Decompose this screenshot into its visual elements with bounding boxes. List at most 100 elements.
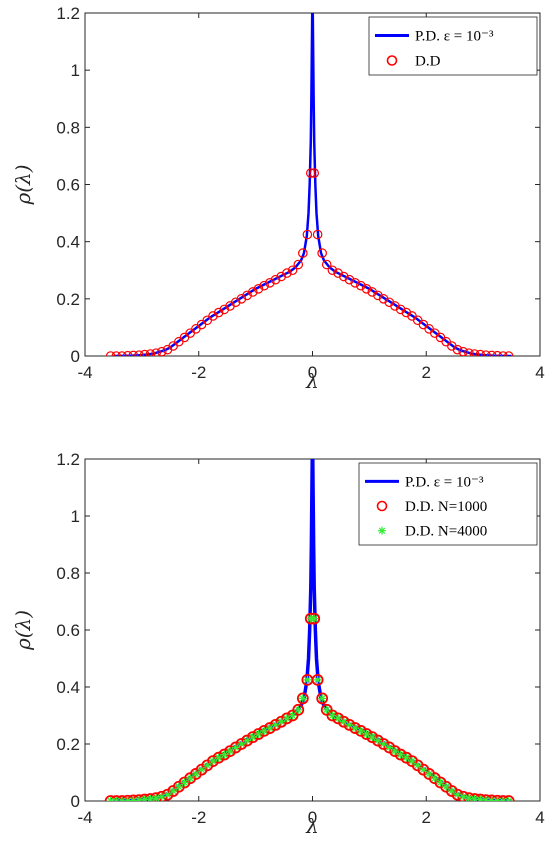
data-point	[328, 711, 337, 720]
data-point	[481, 350, 491, 356]
y-tick-label: 1.2	[56, 4, 80, 23]
data-point	[377, 738, 390, 750]
data-point	[334, 714, 343, 723]
data-point	[311, 673, 324, 686]
x-tick-label: 4	[535, 808, 544, 827]
data-point	[337, 715, 350, 728]
data-point	[349, 722, 362, 734]
data-point	[151, 348, 161, 356]
x-tick-label: 0	[308, 808, 317, 827]
y-tick-label: 0.4	[56, 233, 80, 252]
data-point	[396, 750, 405, 759]
legend-label: D.D. N=1000	[405, 499, 487, 515]
legend-label: D.D. N=4000	[405, 524, 487, 540]
x-tick-label: -4	[77, 808, 92, 827]
data-point	[453, 790, 462, 799]
data-point	[464, 348, 474, 356]
data-point	[104, 795, 117, 801]
data-point	[191, 769, 200, 778]
y-tick-label: 0.6	[56, 176, 80, 195]
data-point	[271, 720, 280, 729]
data-point	[344, 274, 355, 285]
x-tick-label: -4	[77, 363, 92, 382]
data-point	[425, 769, 434, 778]
data-point	[112, 797, 121, 801]
data-point	[372, 734, 384, 747]
legend-swatch	[376, 500, 388, 512]
chart-1: -4 -2 0 2 4 0 0.2 0.4 0.6 0.8 1 1.2 λ ρ(λ) P.D. ε = 10…	[11, 4, 545, 393]
data-point	[430, 774, 439, 783]
data-point	[231, 743, 240, 752]
data-point	[469, 349, 480, 356]
data-point	[503, 351, 514, 356]
data-point	[253, 284, 264, 294]
legend-swatch	[386, 55, 398, 66]
data-point	[322, 705, 331, 714]
data-point	[248, 733, 257, 742]
data-point	[475, 349, 486, 356]
data-point	[243, 736, 252, 745]
data-point	[186, 774, 195, 783]
data-point	[116, 795, 128, 801]
y-tick-label: 0	[71, 347, 80, 366]
data-point	[208, 757, 217, 766]
data-point	[122, 350, 133, 356]
data-point	[298, 694, 307, 703]
legend-box	[358, 462, 538, 546]
legend-box	[368, 16, 538, 76]
data-point	[312, 229, 323, 240]
x-tick-label: 2	[422, 808, 431, 827]
data-point	[390, 747, 399, 756]
y-tick-label: 1	[71, 61, 80, 80]
data-point	[296, 692, 309, 705]
legend-label: P.D. ε = 10⁻³	[415, 29, 494, 45]
data-point	[117, 797, 126, 801]
data-point	[156, 346, 167, 356]
data-point	[128, 350, 139, 356]
data-point	[265, 724, 274, 733]
data-point	[218, 748, 231, 761]
y-tick-label: 1.2	[56, 450, 80, 469]
data-point	[362, 730, 371, 739]
series-3	[106, 614, 513, 801]
data-point	[379, 740, 388, 748]
x-axis-label: λ	[305, 369, 319, 393]
data-point	[252, 728, 265, 740]
data-point	[394, 748, 407, 761]
data-point	[282, 268, 292, 278]
data-point	[332, 712, 344, 725]
data-point	[400, 751, 413, 764]
data-point	[111, 351, 122, 356]
data-point	[235, 738, 248, 750]
data-point	[395, 304, 406, 315]
data-point	[373, 736, 382, 745]
data-point	[318, 694, 327, 703]
chart-2: -4 -2 0 2 4 0 0.2 0.4 0.6 0.8 1 1.2 λ ρ(λ) P.D. ε = 10…	[11, 450, 545, 838]
data-point	[436, 778, 445, 787]
data-point	[292, 703, 305, 716]
series-line	[113, 13, 512, 356]
data-point	[293, 259, 304, 270]
data-point	[498, 351, 508, 356]
data-point	[339, 717, 348, 726]
y-axis-label: ρ(λ)	[11, 164, 35, 205]
data-point	[442, 782, 451, 791]
y-tick-label: 0	[71, 792, 80, 811]
data-point	[180, 778, 189, 787]
legend-swatch	[378, 526, 386, 535]
data-point	[139, 349, 150, 356]
data-point	[282, 714, 291, 723]
data-point	[303, 675, 312, 684]
data-point	[459, 792, 468, 801]
y-tick-label: 0.8	[56, 118, 80, 137]
x-tick-label: -2	[191, 363, 206, 382]
legend-label: P.D. ε = 10⁻³	[405, 474, 484, 490]
x-tick-label: 4	[535, 363, 544, 382]
data-point	[492, 350, 503, 356]
data-point	[447, 787, 456, 796]
data-point	[464, 794, 473, 801]
y-tick-label: 0.6	[56, 621, 80, 640]
data-point	[105, 351, 116, 356]
data-point	[316, 692, 329, 705]
